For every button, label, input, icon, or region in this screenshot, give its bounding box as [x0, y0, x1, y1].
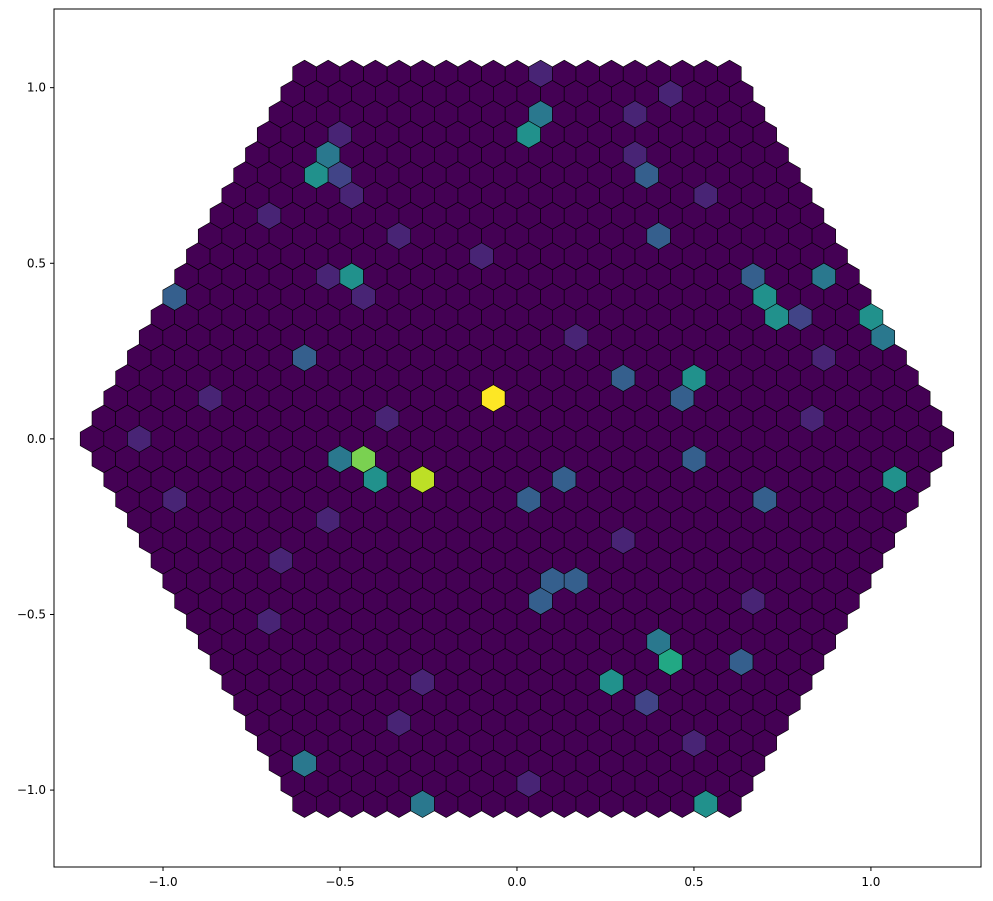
x-tick-label: 0.0: [507, 875, 526, 889]
y-tick-label: −0.5: [17, 607, 46, 621]
camera-pixel: [717, 790, 742, 818]
y-tick-label: 0.0: [27, 432, 46, 446]
y-tick-label: 0.5: [27, 256, 46, 270]
axes-frame: [53, 8, 982, 868]
y-tick-label: 1.0: [27, 81, 46, 95]
x-tick-label: 1.0: [861, 875, 880, 889]
x-tick-label: −1.0: [148, 875, 177, 889]
x-tick-label: 0.5: [684, 875, 703, 889]
y-tick-label: −1.0: [17, 783, 46, 797]
x-tick-label: −0.5: [325, 875, 354, 889]
